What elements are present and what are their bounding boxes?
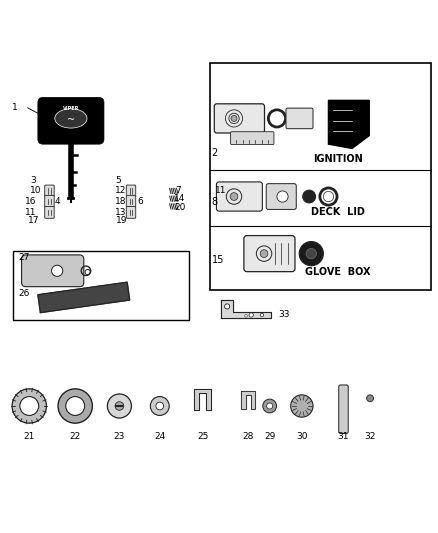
Text: GLOVE  BOX: GLOVE BOX bbox=[305, 267, 371, 277]
Text: 10: 10 bbox=[30, 187, 42, 196]
FancyBboxPatch shape bbox=[266, 184, 296, 209]
Text: 3: 3 bbox=[30, 176, 36, 185]
Circle shape bbox=[267, 403, 272, 409]
Text: 27: 27 bbox=[18, 253, 29, 262]
Text: IGNITION: IGNITION bbox=[313, 154, 363, 164]
Text: ~: ~ bbox=[67, 115, 75, 125]
Text: 16: 16 bbox=[25, 197, 36, 206]
Text: 33: 33 bbox=[278, 310, 290, 319]
Text: 1: 1 bbox=[12, 103, 18, 112]
Circle shape bbox=[306, 248, 316, 259]
Circle shape bbox=[299, 241, 323, 265]
Text: 23: 23 bbox=[114, 432, 125, 441]
Text: 6: 6 bbox=[138, 197, 143, 206]
Text: 8: 8 bbox=[212, 197, 218, 207]
FancyBboxPatch shape bbox=[45, 185, 54, 197]
Bar bbox=[13, 252, 189, 320]
Text: 24: 24 bbox=[154, 432, 166, 441]
Polygon shape bbox=[241, 391, 255, 409]
Circle shape bbox=[231, 116, 237, 122]
Text: 22: 22 bbox=[70, 432, 81, 441]
Circle shape bbox=[291, 395, 313, 417]
Polygon shape bbox=[38, 282, 130, 312]
Text: VIPER: VIPER bbox=[63, 107, 79, 111]
Text: 17: 17 bbox=[28, 216, 39, 224]
Circle shape bbox=[225, 304, 230, 309]
Text: 11: 11 bbox=[215, 187, 226, 196]
Circle shape bbox=[249, 313, 253, 317]
Text: 5: 5 bbox=[115, 176, 121, 185]
Circle shape bbox=[20, 397, 39, 415]
Circle shape bbox=[52, 265, 63, 277]
Bar bbox=[210, 62, 431, 290]
Text: 12: 12 bbox=[115, 187, 127, 196]
FancyBboxPatch shape bbox=[45, 196, 54, 207]
FancyBboxPatch shape bbox=[45, 206, 54, 219]
Circle shape bbox=[115, 402, 124, 410]
Circle shape bbox=[150, 397, 169, 415]
Circle shape bbox=[12, 389, 46, 423]
Text: 28: 28 bbox=[243, 432, 254, 441]
Polygon shape bbox=[194, 389, 211, 410]
Text: 13: 13 bbox=[115, 208, 127, 217]
Polygon shape bbox=[328, 100, 369, 149]
Circle shape bbox=[260, 250, 268, 257]
FancyBboxPatch shape bbox=[21, 255, 84, 287]
Circle shape bbox=[367, 395, 374, 402]
Text: DECK  LID: DECK LID bbox=[311, 207, 365, 216]
FancyBboxPatch shape bbox=[126, 196, 136, 207]
Text: 32: 32 bbox=[364, 432, 376, 441]
Circle shape bbox=[263, 399, 276, 413]
Ellipse shape bbox=[55, 109, 87, 128]
Text: 15: 15 bbox=[212, 255, 224, 265]
Text: 7: 7 bbox=[175, 187, 181, 196]
FancyBboxPatch shape bbox=[38, 98, 104, 144]
Circle shape bbox=[303, 190, 315, 203]
Circle shape bbox=[323, 191, 334, 201]
Text: 26: 26 bbox=[18, 288, 29, 297]
Text: 20: 20 bbox=[174, 203, 185, 212]
Circle shape bbox=[245, 314, 247, 317]
Circle shape bbox=[156, 402, 164, 410]
Circle shape bbox=[260, 313, 264, 317]
FancyBboxPatch shape bbox=[286, 108, 313, 128]
Polygon shape bbox=[221, 300, 271, 318]
FancyBboxPatch shape bbox=[216, 182, 262, 211]
FancyBboxPatch shape bbox=[126, 185, 136, 197]
FancyBboxPatch shape bbox=[244, 236, 295, 272]
Circle shape bbox=[107, 394, 131, 418]
FancyBboxPatch shape bbox=[214, 104, 265, 133]
Text: 18: 18 bbox=[115, 197, 127, 206]
Text: 2: 2 bbox=[212, 148, 218, 158]
Text: 25: 25 bbox=[197, 432, 208, 441]
Text: 31: 31 bbox=[338, 432, 349, 441]
FancyBboxPatch shape bbox=[126, 206, 136, 219]
Circle shape bbox=[66, 397, 85, 415]
Text: 4: 4 bbox=[55, 197, 60, 206]
Text: 30: 30 bbox=[296, 432, 307, 441]
Circle shape bbox=[230, 192, 238, 200]
Text: 11: 11 bbox=[25, 208, 36, 217]
Text: 14: 14 bbox=[174, 194, 185, 203]
Text: 29: 29 bbox=[264, 432, 276, 441]
FancyBboxPatch shape bbox=[339, 385, 348, 433]
Text: 19: 19 bbox=[116, 216, 127, 224]
FancyBboxPatch shape bbox=[230, 132, 274, 144]
Text: 21: 21 bbox=[24, 432, 35, 441]
Circle shape bbox=[277, 191, 288, 202]
Circle shape bbox=[58, 389, 92, 423]
